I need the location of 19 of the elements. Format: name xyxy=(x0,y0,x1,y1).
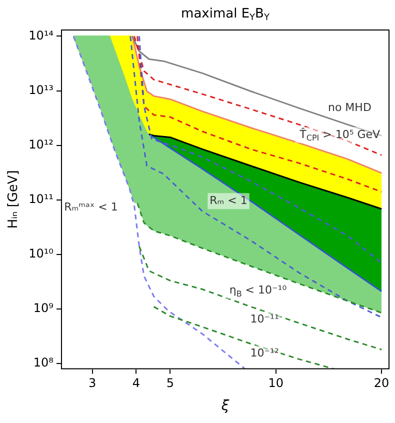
annotation: no MHD xyxy=(328,100,372,114)
y-tick-label: 10¹⁴ xyxy=(28,28,54,42)
x-tick-label: 20 xyxy=(374,376,390,390)
x-tick-label: 4 xyxy=(132,376,140,390)
annotation: 10⁻¹² xyxy=(250,346,279,360)
y-tick-label: 10¹⁰ xyxy=(28,246,54,261)
y-tick-label: 10¹³ xyxy=(28,82,54,97)
y-tick-label: 10¹² xyxy=(28,137,54,152)
y-tick-label: 10⁸ xyxy=(33,356,54,370)
y-tick-label: 10¹¹ xyxy=(28,192,54,206)
x-tick-label: 5 xyxy=(166,376,174,390)
x-tick-label: 3 xyxy=(88,376,96,390)
annotation: Rₘ < 1 xyxy=(210,194,248,207)
x-axis-title: ξ xyxy=(220,398,230,414)
annotation: Rₘᵐᵃˣ < 1 xyxy=(64,200,118,214)
y-tick-label: 10⁹ xyxy=(33,301,54,316)
x-tick-label: 10 xyxy=(268,376,284,390)
annotation: 10⁻¹¹ xyxy=(250,312,279,326)
y-axis-title: Hᵢₙ [GeV] xyxy=(6,170,22,229)
